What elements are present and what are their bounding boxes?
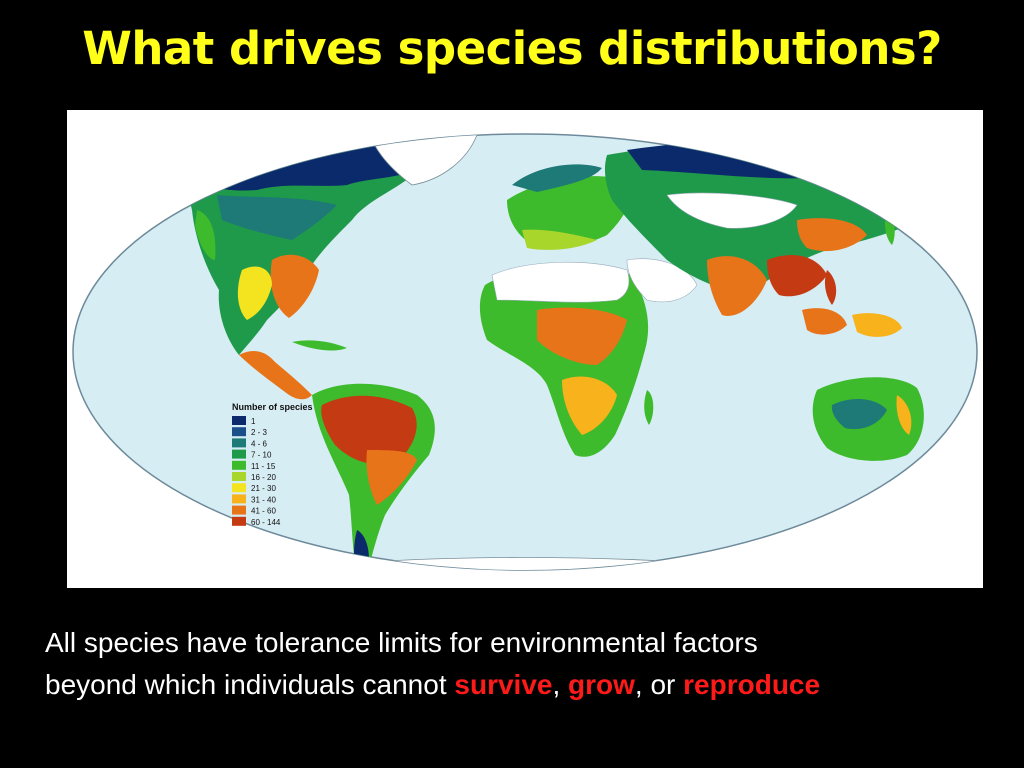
central-america <box>239 340 347 400</box>
legend-label: 1 <box>251 417 256 426</box>
new-zealand <box>952 455 959 482</box>
legend-swatch <box>232 460 246 470</box>
slide-title: What drives species distributions? <box>82 22 942 75</box>
caption-sep-1: , <box>552 669 569 700</box>
south-america <box>312 383 435 570</box>
world-map-svg: Number of species 1 2 - 3 4 - 6 7 - 10 11 - … <box>72 133 978 571</box>
legend-swatch <box>232 516 246 526</box>
caption-line-2: beyond which individuals cannot survive,… <box>45 664 1015 706</box>
southeast-asia <box>802 270 902 337</box>
legend-swatch <box>232 494 246 504</box>
legend-label: 4 - 6 <box>251 439 268 448</box>
slide-caption: All species have tolerance limits for en… <box>45 622 1015 706</box>
legend-swatch <box>232 427 246 437</box>
legend-swatch <box>232 449 246 459</box>
caption-sep-2: , or <box>634 669 684 700</box>
caption-line-1: All species have tolerance limits for en… <box>45 627 758 658</box>
legend-label: 7 - 10 <box>251 451 272 460</box>
north-america <box>188 144 419 355</box>
legend-label: 11 - 15 <box>251 462 276 471</box>
antarctica <box>216 557 868 570</box>
australia <box>812 377 924 461</box>
legend-swatch <box>232 416 246 425</box>
legend-swatch <box>232 472 246 481</box>
africa <box>479 261 654 457</box>
highlight-reproduce: reproduce <box>683 669 821 700</box>
species-richness-map: Number of species 1 2 - 3 4 - 6 7 - 10 11 - … <box>67 110 983 588</box>
legend-swatch <box>232 505 246 515</box>
legend-label: 2 - 3 <box>251 428 268 437</box>
middle-east <box>626 258 698 303</box>
legend-label: 60 - 144 <box>251 518 281 527</box>
legend-label: 21 - 30 <box>251 484 276 493</box>
europe <box>507 164 631 250</box>
caption-line-2-prefix: beyond which individuals cannot <box>45 669 455 700</box>
highlight-grow: grow <box>568 669 635 700</box>
legend-label: 41 - 60 <box>251 507 276 516</box>
legend-label: 16 - 20 <box>251 473 276 482</box>
legend-label: 31 - 40 <box>251 495 276 504</box>
legend-swatch <box>232 483 246 493</box>
legend-title: Number of species <box>232 402 313 412</box>
map-legend: Number of species 1 2 - 3 4 - 6 7 - 10 11 - … <box>232 402 313 527</box>
legend-swatch <box>232 438 246 448</box>
highlight-survive: survive <box>454 669 553 700</box>
